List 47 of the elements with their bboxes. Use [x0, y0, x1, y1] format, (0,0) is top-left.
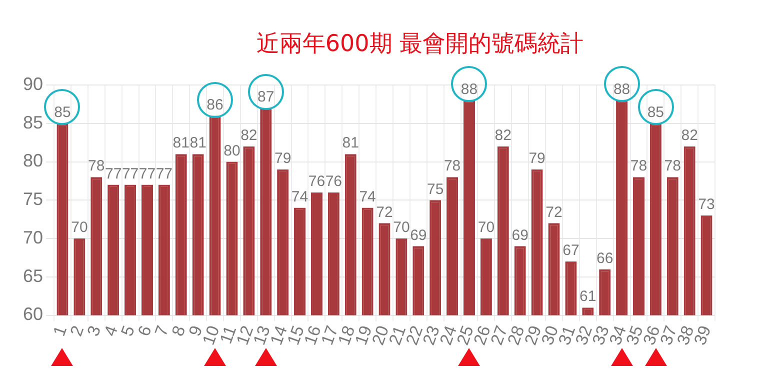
y-tick-label: 80 [22, 150, 44, 171]
data-label: 77 [122, 165, 139, 182]
data-label: 72 [376, 204, 393, 221]
data-label: 72 [546, 204, 562, 221]
data-label: 82 [681, 127, 698, 144]
data-label: 81 [342, 134, 359, 152]
data-label: 88 [460, 80, 478, 98]
y-tick-label: 75 [22, 189, 44, 210]
y-tick-label: 90 [22, 74, 44, 94]
y-tick-label: 70 [22, 227, 44, 248]
data-label: 87 [258, 88, 274, 106]
data-label: 85 [647, 104, 664, 122]
data-label: 82 [494, 127, 512, 144]
data-label: 78 [88, 158, 105, 175]
y-tick-label: 85 [22, 112, 44, 132]
chart-title: 近兩年600期 最會開的號碼統計 [255, 30, 585, 59]
data-label: 69 [410, 226, 427, 244]
data-label: 66 [596, 250, 614, 267]
data-label: 70 [393, 219, 410, 236]
data-label: 79 [274, 150, 292, 168]
data-label: 78 [664, 158, 681, 175]
data-label: 88 [613, 80, 630, 98]
data-label: 82 [240, 127, 258, 144]
data-label: 78 [444, 158, 461, 175]
data-label: 77 [104, 165, 122, 182]
data-label: 78 [630, 158, 648, 175]
data-label: 74 [359, 188, 376, 206]
data-label: 61 [580, 288, 596, 306]
data-label: 76 [308, 173, 326, 190]
data-label: 75 [427, 180, 444, 198]
data-label: 81 [190, 134, 206, 152]
data-label: 85 [54, 104, 71, 122]
data-label: 73 [698, 196, 715, 214]
data-label: 81 [172, 134, 190, 152]
y-tick-label: 65 [22, 266, 44, 286]
data-label: 80 [224, 142, 240, 160]
data-label: 79 [528, 150, 546, 168]
y-tick-label: 60 [22, 304, 44, 324]
data-label: 70 [478, 219, 495, 236]
data-label: 86 [206, 96, 224, 114]
data-label: 76 [325, 173, 342, 190]
data-label: 74 [291, 188, 308, 206]
data-label: 69 [512, 226, 528, 244]
data-label: 70 [71, 219, 88, 236]
data-label: 67 [562, 242, 580, 260]
data-label: 77 [156, 165, 173, 182]
data-label: 77 [138, 165, 156, 182]
